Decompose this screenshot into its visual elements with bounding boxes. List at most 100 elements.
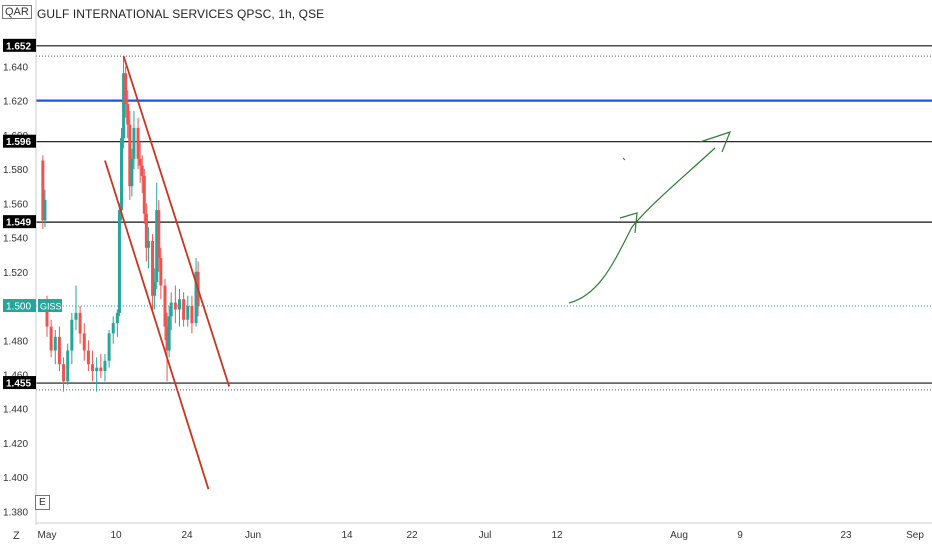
- candle-body: [163, 285, 167, 327]
- last-price-tag-bg: [3, 299, 36, 313]
- events-button[interactable]: E: [35, 495, 50, 510]
- x-tick-label: 10: [110, 530, 122, 541]
- candle-body: [159, 258, 163, 286]
- hand-drawn-projection[interactable]: [568, 131, 732, 304]
- candle-body: [78, 312, 82, 334]
- candle-body: [186, 306, 190, 320]
- x-tick-label: 23: [840, 530, 852, 541]
- candle-body: [177, 299, 181, 310]
- candle-body: [155, 210, 159, 283]
- candle-body: [190, 306, 194, 324]
- candle-body: [49, 326, 53, 351]
- candle-body: [136, 127, 140, 159]
- time-axis[interactable]: May 10 24 Jun 14 22 Jul 12 Aug 9 23 Sep: [36, 522, 932, 541]
- candle-body: [82, 333, 86, 351]
- x-tick-label: 12: [551, 530, 563, 541]
- candle-body: [62, 364, 66, 382]
- candle-body: [115, 312, 119, 324]
- x-tick-label: 14: [341, 530, 353, 541]
- x-tick-label: Jul: [479, 530, 492, 541]
- candle-body: [146, 240, 150, 248]
- candle-body: [41, 160, 45, 221]
- candles: [41, 56, 200, 392]
- x-tick-label: 9: [737, 530, 743, 541]
- candle-body: [66, 350, 70, 382]
- y-tick-label: 1.400: [3, 473, 28, 484]
- candle-body: [99, 367, 103, 372]
- candle-body: [157, 210, 161, 259]
- y-tick-label: 1.480: [3, 336, 28, 347]
- chart-title: GULF INTERNATIONAL SERVICES QPSC, 1h, QS…: [37, 7, 325, 21]
- channel-line: [104, 160, 210, 490]
- x-tick-label: May: [38, 530, 57, 541]
- price-axis[interactable]: 1.6401.6201.6001.5801.5601.5401.5201.500…: [0, 0, 62, 550]
- candle-body: [132, 127, 136, 159]
- y-tick-label: 1.640: [3, 62, 28, 73]
- level-tag-bg: [3, 376, 36, 390]
- level-tag-bg: [3, 134, 36, 148]
- level-tag-label: 1.549: [6, 218, 31, 229]
- candle-body: [126, 104, 130, 125]
- last-price-tag-label: 1.500: [6, 302, 31, 313]
- candle-body: [45, 302, 49, 327]
- x-tick-label: 24: [181, 530, 193, 541]
- level-tag-label: 1.652: [6, 41, 31, 52]
- y-tick-label: 1.520: [3, 268, 28, 279]
- horizontal-levels[interactable]: [36, 45, 932, 391]
- candle-body: [70, 319, 74, 351]
- currency-label[interactable]: QAR: [2, 5, 32, 19]
- x-tick-label: Jun: [245, 530, 261, 541]
- candle-body: [111, 323, 115, 334]
- level-tag-bg: [3, 38, 36, 52]
- level-tag-bg: [3, 215, 36, 229]
- candle-body: [140, 165, 144, 176]
- projection-arrow-path: [568, 147, 716, 304]
- candle-body: [144, 213, 148, 248]
- candle-body: [86, 350, 90, 365]
- candle-body: [53, 336, 57, 351]
- channel-lines[interactable]: [104, 55, 231, 490]
- y-tick-label: 1.440: [3, 405, 28, 416]
- candle-body: [128, 124, 132, 187]
- candle-body: [57, 336, 61, 365]
- candle-body: [130, 158, 134, 187]
- y-tick-label: 1.420: [3, 439, 28, 450]
- candle-body: [107, 333, 111, 361]
- y-tick-label: 1.380: [3, 507, 28, 518]
- y-tick-label: 1.580: [3, 165, 28, 176]
- candle-body: [165, 326, 169, 351]
- level-tag-label: 1.455: [6, 379, 31, 390]
- projection-mark: [622, 157, 626, 161]
- price-axis-bg: [0, 0, 36, 550]
- symbol-tag-label: GISS: [40, 302, 62, 312]
- projection-arrowhead-2: [699, 131, 732, 153]
- candle-body: [169, 302, 173, 317]
- y-tick-label: 1.460: [3, 370, 28, 381]
- candle-body: [153, 282, 157, 296]
- candle-body: [173, 302, 177, 310]
- x-tick-label: Sep: [906, 530, 924, 541]
- level-tag-label: 1.596: [6, 137, 31, 148]
- candle-body: [122, 73, 126, 139]
- candle-body: [194, 271, 198, 324]
- projection-arrowhead-1: [619, 212, 638, 234]
- candle-body: [74, 312, 78, 320]
- symbol-tag-bg: [38, 299, 62, 313]
- candle-body: [138, 158, 142, 166]
- candle-body: [103, 360, 107, 372]
- y-tick-label: 1.560: [3, 199, 28, 210]
- x-tick-label: Aug: [670, 530, 688, 541]
- candle-body: [120, 138, 124, 211]
- candle-body: [151, 240, 155, 296]
- y-tick-label: 1.540: [3, 234, 28, 245]
- candle-body: [142, 175, 146, 214]
- candle-body: [95, 367, 99, 372]
- candle-body: [117, 210, 121, 313]
- channel-line: [122, 55, 231, 387]
- candle-body: [167, 316, 171, 351]
- candle-body: [43, 199, 47, 221]
- zoom-label[interactable]: Z: [13, 530, 20, 542]
- candle-body: [182, 299, 186, 320]
- candle-body: [91, 364, 95, 372]
